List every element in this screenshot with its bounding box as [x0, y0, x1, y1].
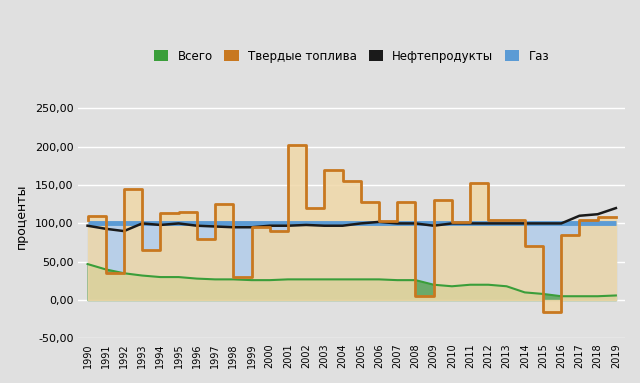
- Y-axis label: проценты: проценты: [15, 183, 28, 249]
- Legend: Всего, Твердые топлива, Нефтепродукты, Газ: Всего, Твердые топлива, Нефтепродукты, Г…: [149, 45, 554, 67]
